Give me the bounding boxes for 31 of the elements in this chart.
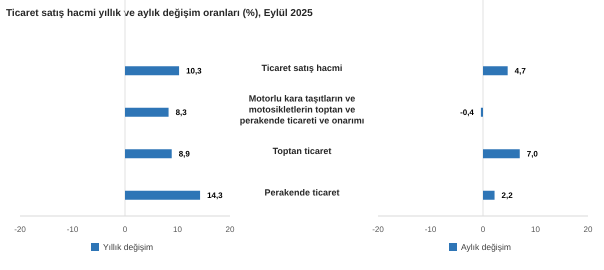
x-tick-label: -10 bbox=[66, 225, 79, 234]
x-tick-label: -20 bbox=[14, 225, 26, 234]
y-tick-label: Motorlu kara taşıtların ve motosikletlerin toptan ve perakende ticareti ve onarımı bbox=[240, 93, 364, 126]
bar bbox=[125, 149, 172, 158]
data-label: 7,0 bbox=[526, 150, 538, 159]
x-tick-label: -10 bbox=[424, 225, 437, 234]
data-label: -0,4 bbox=[460, 108, 474, 118]
data-label: 2,2 bbox=[502, 191, 514, 200]
data-label: 4,7 bbox=[514, 66, 526, 76]
y-tick-label: Toptan ticaret bbox=[272, 146, 332, 156]
data-label: 8,3 bbox=[176, 108, 188, 118]
y-tick-label: Ticaret satış hacmi bbox=[262, 62, 342, 73]
x-tick-label: -20 bbox=[372, 225, 384, 234]
x-tick-label: 20 bbox=[226, 225, 235, 234]
data-label: 8,9 bbox=[178, 150, 190, 159]
bar bbox=[483, 149, 520, 158]
legend-label: Yıllık değişim bbox=[103, 242, 154, 252]
bar bbox=[483, 66, 508, 76]
bar bbox=[483, 190, 495, 200]
data-label: 10,3 bbox=[186, 66, 202, 76]
x-tick-label: 10 bbox=[173, 225, 182, 234]
x-tick-label: 0 bbox=[122, 225, 128, 234]
y-tick-label: Perakende ticaret bbox=[264, 187, 340, 198]
data-label: 14,3 bbox=[207, 191, 224, 200]
bar bbox=[125, 66, 180, 76]
x-tick-label: 0 bbox=[480, 225, 486, 234]
legend-label: Aylık değişim bbox=[461, 242, 511, 252]
bar bbox=[125, 190, 200, 200]
bar bbox=[125, 108, 169, 117]
x-tick-label: 20 bbox=[584, 225, 593, 234]
x-tick-label: 10 bbox=[531, 225, 540, 234]
